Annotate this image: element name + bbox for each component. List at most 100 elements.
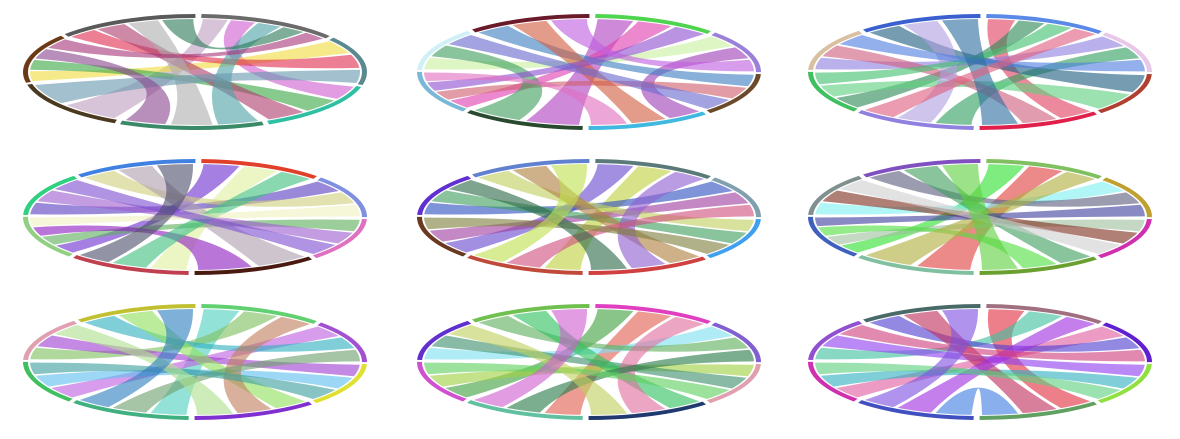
ribbon-2 [30,311,278,360]
ribbon-11 [839,324,1145,362]
segment-arc-1 [986,304,1102,324]
ribbon-12 [79,164,193,263]
ribbon-11 [54,324,234,415]
ribbons [815,19,1145,125]
ribbons [815,164,1145,270]
ribbon-12 [79,309,193,408]
ribbon-2 [450,21,672,108]
segment-arc-7 [64,13,196,37]
ribbon-2 [544,166,672,270]
segment-arc-4 [588,256,706,275]
ribbon-2 [544,311,672,415]
segment-arc-3 [1097,74,1152,114]
segment-arc-3 [267,85,362,125]
segment-arc-2 [317,177,367,218]
ribbon-12 [864,309,978,408]
ribbon-11 [162,19,304,50]
segment-arc-3 [706,74,761,114]
ribbon-10 [30,362,336,400]
segment-arc-3 [312,364,367,404]
segment-arc-8 [78,159,196,178]
ribbons [815,309,1145,415]
segment-arc-4 [979,401,1097,421]
ribbon-8 [818,225,1057,269]
segment-arc-5 [73,400,189,420]
segment-arc-4 [588,401,706,421]
segment-arc-1 [986,14,1102,34]
ribbon-4 [84,170,355,207]
ribbon-4 [869,315,1140,352]
ribbon-8 [223,316,311,414]
ribbon-1 [56,164,240,253]
segment-arc-3 [706,364,761,404]
segment-arc-2 [711,32,761,73]
segment-arc-8 [863,13,981,33]
ribbon-4 [478,315,749,352]
segment-arc-7 [808,175,863,215]
segment-arcs [808,159,1152,275]
ribbon-12 [473,309,587,408]
segment-arc-4 [979,256,1097,275]
ribbon-7 [211,23,281,125]
ribbon-5 [30,59,335,111]
segment-arc-3 [706,219,761,259]
ribbon-7 [903,310,1057,414]
segment-arc-5 [467,255,583,275]
ribbon-8 [897,20,958,123]
ribbon-5 [869,25,1145,93]
ribbon-10 [424,362,730,400]
ribbon-6 [820,80,1130,109]
ribbon-4 [869,170,1140,207]
ribbon-9 [506,204,754,268]
segment-arc-7 [23,175,78,215]
ribbon-4 [71,30,360,69]
segment-arc-6 [417,216,467,257]
segment-arc-4 [194,256,312,275]
segment-arc-6 [22,35,65,83]
segment-arc-2 [711,177,761,218]
segment-arc-6 [22,216,73,257]
segment-arcs [417,304,761,421]
ribbon-1 [445,309,634,398]
segment-arc-4 [588,111,706,130]
segment-arc-8 [863,304,981,323]
segment-arc-7 [808,30,863,70]
segment-arc-6 [23,361,73,402]
ribbon-12 [48,32,324,58]
segment-arc-5 [27,83,117,124]
ribbon-4 [935,47,1140,125]
segment-arc-5 [858,400,974,420]
segment-arc-7 [808,320,863,360]
ribbon-11 [448,324,628,415]
segment-arc-8 [472,159,590,178]
segment-arc-1 [986,159,1102,179]
segment-arc-7 [417,320,472,360]
segment-arc-2 [1102,177,1152,218]
segment-arc-2 [711,322,761,363]
ribbon-8 [617,171,705,269]
segment-arcs [417,14,761,130]
segment-arcs [22,159,367,275]
segment-arc-2 [329,37,368,86]
ribbon-9 [112,349,360,413]
ribbon-5 [478,170,754,232]
ribbon-10 [448,34,730,110]
segment-arc-1 [595,159,711,179]
ribbons [30,164,360,270]
ribbon-3 [51,326,339,398]
segment-arc-1 [201,14,330,39]
segment-arc-5 [467,110,583,130]
ribbon-11 [550,19,754,72]
ribbon-8 [128,20,213,125]
ribbons [30,309,360,415]
segment-arc-6 [808,216,858,257]
ribbon-8 [617,316,705,414]
